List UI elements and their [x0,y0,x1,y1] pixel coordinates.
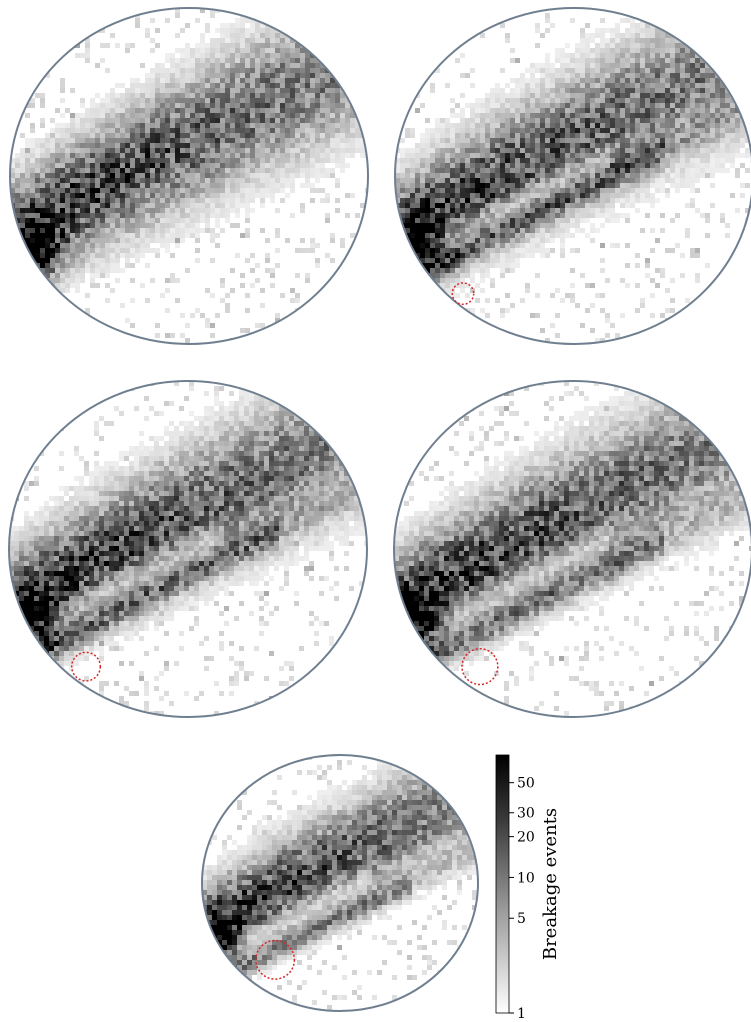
panel-outline [394,7,751,345]
panel-outline [393,380,751,718]
colorbar: 1 5 10 20 30 50 Breakage events [495,754,561,1022]
heatmap-panel-1 [9,7,369,345]
heatmap-panel-4 [393,380,751,718]
heatmap-panel-3 [8,380,368,718]
panel-outline [201,754,479,1012]
heatmap-panel-5 [201,754,479,1012]
heatmap-panels [8,7,751,1012]
colorbar-tick-label: 1 [517,1006,526,1022]
colorbar-tick-label: 5 [517,911,526,927]
colorbar-tick-label: 20 [517,830,535,846]
red-dashed-marker [255,939,296,980]
red-dashed-marker [70,651,102,682]
red-dashed-marker [451,282,475,306]
heatmap-cells [395,8,751,344]
colorbar-gradient [495,754,510,1014]
panel-outline [8,380,368,718]
panel-outline [9,7,369,345]
colorbar-tick-label: 50 [517,776,535,792]
colorbar-tick-label: 10 [517,870,535,886]
heatmap-panel-2 [394,7,751,345]
colorbar-tick-label: 30 [517,806,535,822]
colorbar-ticks: 1 5 10 20 30 50 [509,776,535,1022]
colorbar-label: Breakage events [540,808,561,960]
red-dashed-marker [461,647,499,686]
